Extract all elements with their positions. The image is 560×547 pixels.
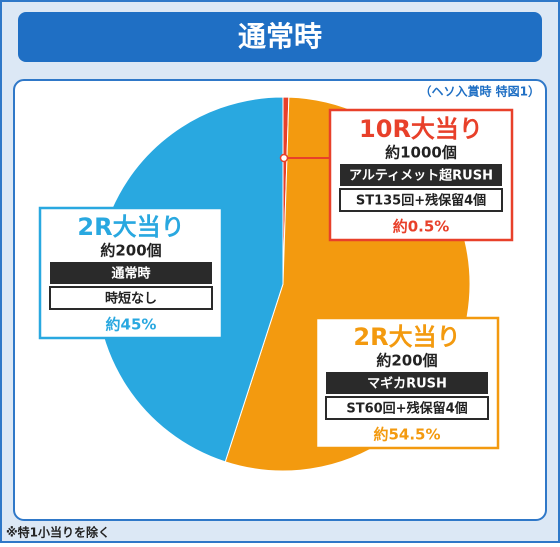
label-mode: マギカRUSH xyxy=(367,376,447,392)
note-box xyxy=(325,396,489,420)
note-box xyxy=(339,188,503,212)
label-payout: 約1000個 xyxy=(385,144,457,162)
mode-box xyxy=(340,164,502,186)
value-label: 約54.5% xyxy=(373,426,440,444)
label-note: 時短なし xyxy=(105,291,157,307)
mode-box xyxy=(326,372,488,394)
title-bar xyxy=(18,12,542,62)
label-payout: 約200個 xyxy=(100,242,161,260)
value-label: 約45% xyxy=(106,316,157,334)
label-payout: 約200個 xyxy=(376,352,437,370)
label-note: ST60回+残保留4個 xyxy=(346,401,467,417)
label-category: 10R大当り xyxy=(359,115,483,143)
footnote: ※特1小当りを除く xyxy=(6,525,110,540)
chart-title: 通常時 xyxy=(238,20,322,53)
connector-dot xyxy=(279,153,289,163)
note-box xyxy=(49,286,213,310)
mode-box xyxy=(50,262,212,284)
label-note: ST135回+残保留4個 xyxy=(356,193,486,209)
subtitle: （ヘソ入賞時 特図1） xyxy=(419,84,540,99)
value-label: 約0.5% xyxy=(393,218,450,236)
label-mode: アルティメット超RUSH xyxy=(349,168,493,184)
label-category: 2R大当り xyxy=(77,213,184,241)
label-mode: 通常時 xyxy=(111,266,150,282)
label-category: 2R大当り xyxy=(353,323,460,351)
